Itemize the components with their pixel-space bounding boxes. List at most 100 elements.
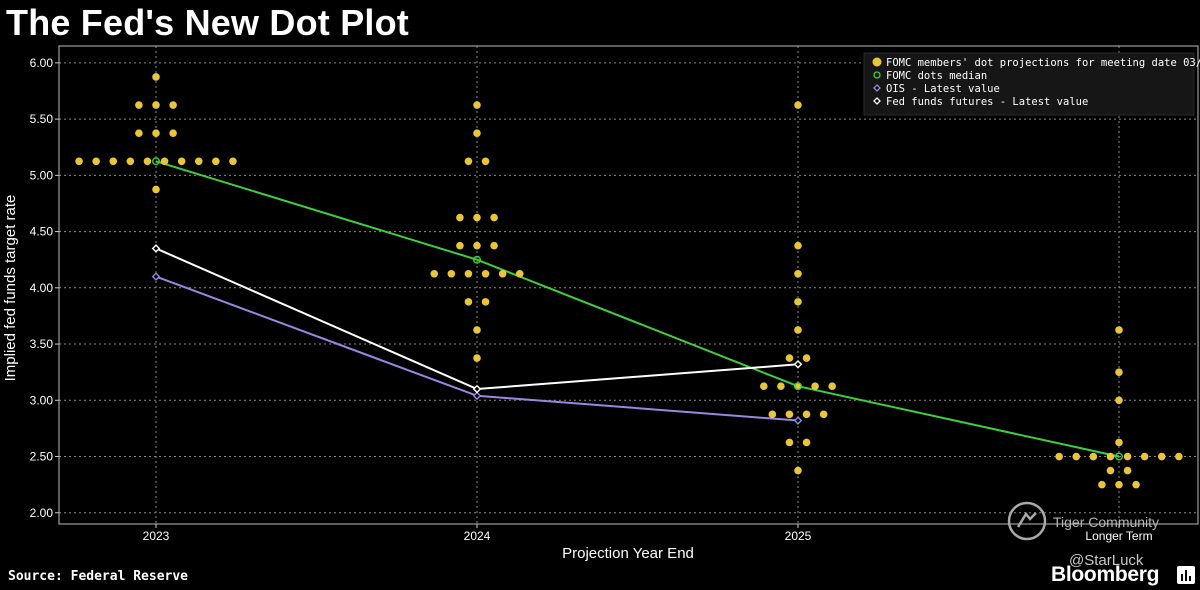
- fomc-dot: [194, 157, 203, 166]
- fomc-dot: [498, 269, 507, 278]
- fomc-dot: [768, 410, 777, 419]
- tiger-logo-icon: [1007, 501, 1047, 541]
- median-point: [151, 157, 160, 166]
- fomc-dot: [802, 354, 811, 362]
- fomc-dot: [802, 438, 811, 447]
- x-axis-label: Projection Year End: [562, 545, 694, 562]
- y-tick-label: 6.00: [30, 56, 54, 70]
- fomc-dot: [456, 241, 464, 250]
- fomc-dot: [143, 157, 152, 166]
- fomc-dot: [152, 73, 160, 81]
- legend-box: [863, 52, 1195, 116]
- fomc-dot: [1106, 466, 1115, 475]
- fomc-dot: [1123, 452, 1132, 461]
- fomc-dot: [1123, 466, 1132, 475]
- fomc-dot: [1115, 438, 1123, 447]
- fomc-dot: [811, 382, 819, 391]
- fomc-dot: [794, 269, 802, 278]
- ois-point: [793, 416, 803, 425]
- fomc-dot: [447, 269, 456, 278]
- legend-entry-label: Fed funds futures - Latest value: [886, 96, 1088, 108]
- grid-lines: [59, 46, 1198, 524]
- watermark-handle: @StarLuck: [1069, 552, 1144, 569]
- fomc-dot: [152, 129, 160, 137]
- fomc-dot: [456, 213, 464, 222]
- fomc-dot: [1115, 396, 1123, 405]
- fomc-dot: [464, 269, 473, 278]
- legend-dot-icon: [872, 57, 882, 67]
- x-axis: 2023 2024 2025 Longer Term: [143, 524, 1153, 543]
- x-tick-label: 2024: [464, 529, 491, 543]
- fomc-dot: [1132, 480, 1140, 489]
- fomc-dot: [481, 157, 490, 166]
- fomc-dot: [473, 326, 481, 334]
- futures-point: [472, 384, 482, 394]
- legend-ois-icon: [873, 84, 881, 92]
- fomc-dot: [1175, 452, 1183, 461]
- fomc-dot: [169, 129, 177, 137]
- legend-median-icon: [873, 71, 881, 79]
- fomc-dot: [152, 185, 160, 194]
- fomc-dot: [473, 101, 481, 109]
- y-tick-label: 3.00: [30, 393, 54, 407]
- fomc-dot: [177, 157, 186, 166]
- fomc-dot: [473, 213, 481, 222]
- fomc-dot: [777, 382, 785, 391]
- fomc-dot: [1072, 452, 1081, 461]
- fomc-dot: [464, 157, 473, 166]
- fomc-dot: [135, 101, 143, 109]
- fomc-dot: [473, 129, 481, 137]
- legend: FOMC members' dot projections for meetin…: [863, 52, 1200, 116]
- fomc-dot: [802, 410, 811, 419]
- fomc-dot: [794, 298, 802, 306]
- y-tick-label: 5.50: [30, 112, 54, 126]
- series-lines: [155, 160, 1120, 458]
- fomc-dot: [785, 410, 794, 419]
- fomc-dot: [490, 213, 498, 222]
- x-tick-label: Longer Term: [1085, 529, 1152, 543]
- median-point: [794, 382, 803, 391]
- plot-area-frame: [58, 45, 1199, 525]
- fomc-dot: [1115, 368, 1123, 376]
- fomc-dot: [152, 101, 160, 109]
- fomc-dot: [1106, 452, 1115, 461]
- fomc-dot: [1115, 326, 1123, 334]
- fomc-dot: [92, 157, 100, 166]
- fomc-dot: [828, 382, 836, 391]
- y-axis: 2.00 2.50 3.00 3.50 4.00 4.50 5.00 5.50 6.00: [30, 56, 59, 520]
- y-tick-label: 5.00: [30, 168, 54, 182]
- page-title: The Fed's New Dot Plot: [6, 2, 409, 43]
- median-point: [473, 255, 482, 264]
- fomc-dot: [169, 101, 177, 109]
- fomc-dot: [1140, 452, 1149, 461]
- fomc-dot: [785, 438, 794, 447]
- fomc-dot: [794, 466, 802, 475]
- y-tick-label: 4.00: [30, 281, 54, 295]
- series-markers: [151, 157, 1123, 461]
- legend-entry-label: OIS - Latest value: [886, 83, 1000, 95]
- watermark-community: Tiger Community: [1053, 514, 1160, 530]
- fomc-dot: [212, 157, 220, 166]
- fomc-dot: [794, 326, 802, 334]
- fomc-dot: [794, 382, 802, 391]
- x-tick-label: 2023: [143, 529, 170, 543]
- fomc-dot: [473, 354, 481, 362]
- median-point: [1114, 452, 1123, 461]
- y-axis-label: Implied fed funds target rate: [2, 195, 19, 382]
- ois-point: [472, 391, 482, 401]
- fomc-dot: [1055, 452, 1063, 461]
- fomc-dot: [490, 241, 498, 250]
- ois-point: [151, 272, 161, 281]
- fomc-dot: [109, 157, 118, 166]
- fomc-dot: [464, 298, 473, 306]
- fomc-dot: [785, 354, 794, 362]
- fomc-dot: [481, 298, 490, 306]
- fomc-dot: [135, 129, 143, 137]
- fomc-dot: [160, 157, 169, 166]
- fomc-dot: [760, 382, 768, 391]
- fomc-dot: [794, 241, 802, 250]
- bloomberg-logo: Bloomberg: [1051, 563, 1160, 586]
- futures-point: [793, 360, 803, 369]
- legend-futures-icon: [873, 97, 881, 105]
